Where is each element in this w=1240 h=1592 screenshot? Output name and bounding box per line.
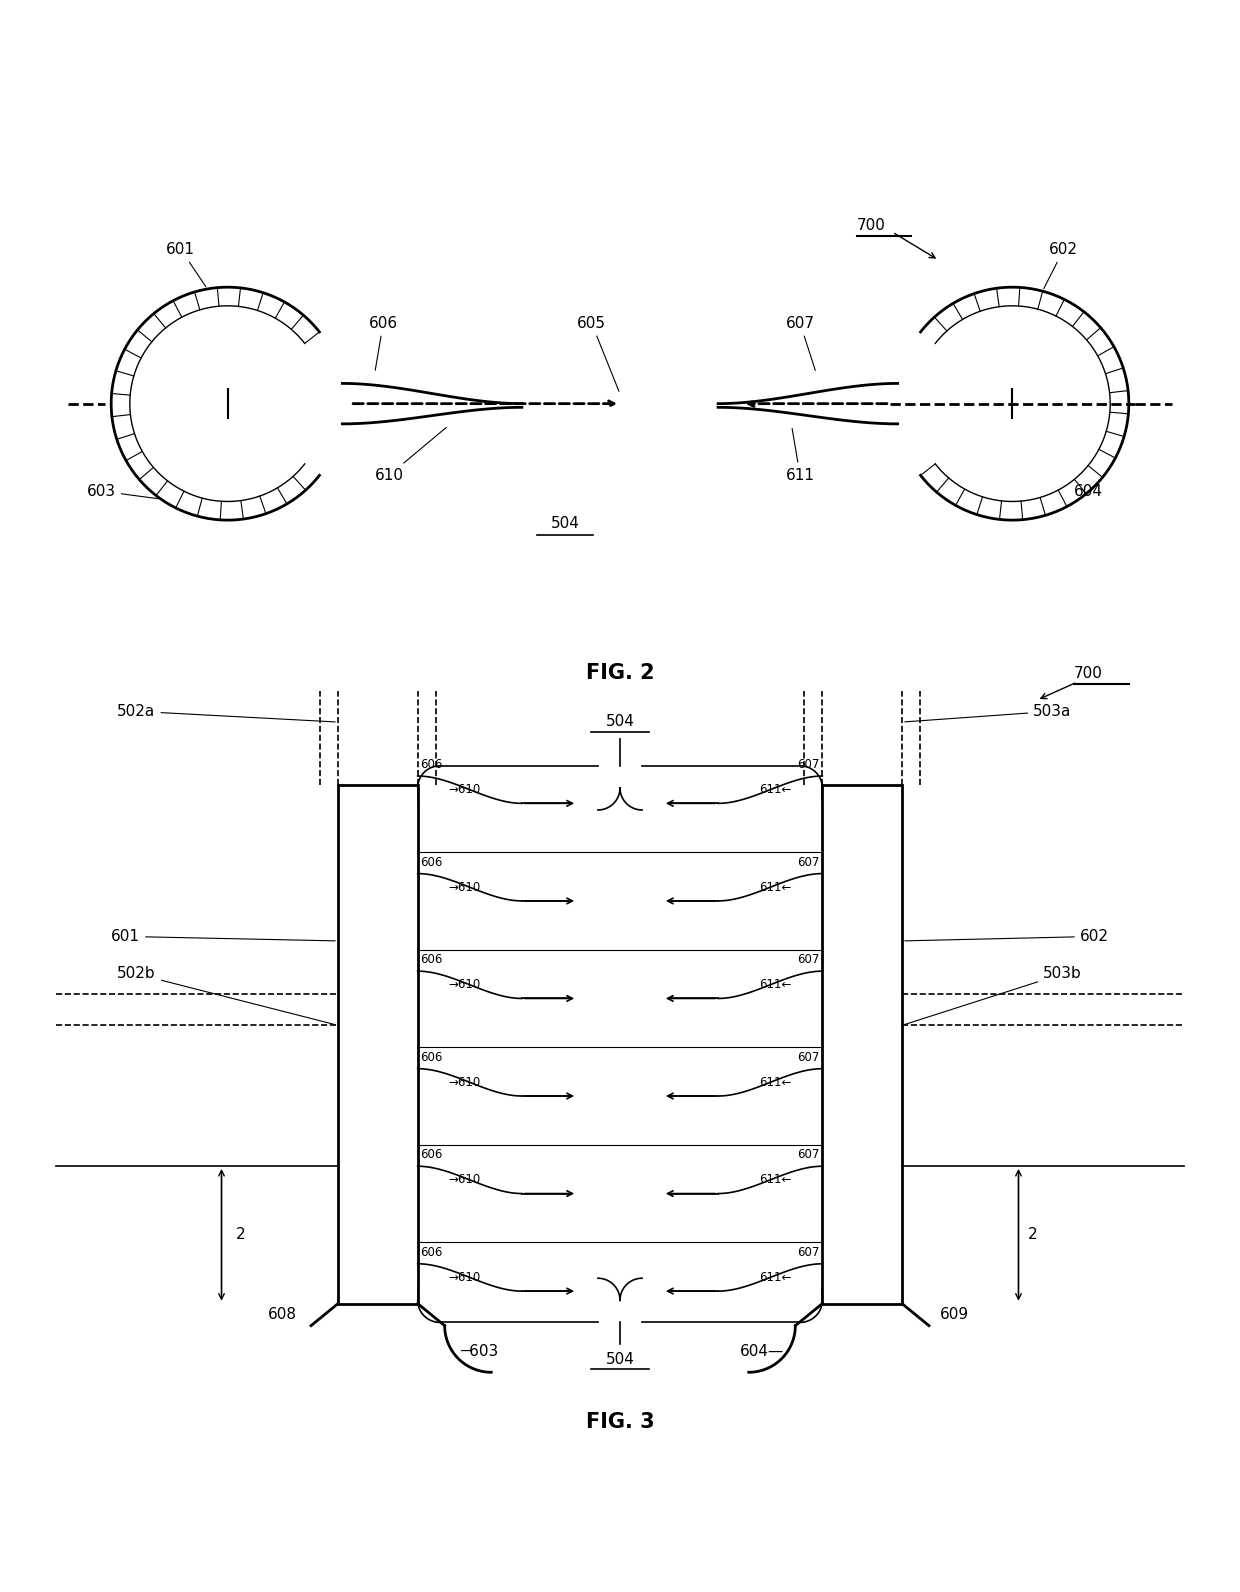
Text: 606: 606 <box>368 315 398 371</box>
Text: →610: →610 <box>449 1270 481 1283</box>
Text: 611←: 611← <box>759 977 791 992</box>
Text: 607: 607 <box>797 1247 820 1259</box>
Text: →610: →610 <box>449 880 481 893</box>
Text: 606: 606 <box>420 1247 443 1259</box>
Text: →610: →610 <box>449 1076 481 1089</box>
Text: 504: 504 <box>605 715 635 729</box>
Text: 611: 611 <box>785 428 815 482</box>
Text: 607: 607 <box>797 1051 820 1063</box>
Text: 611←: 611← <box>759 1076 791 1089</box>
Text: 700: 700 <box>857 218 885 232</box>
Text: →610: →610 <box>449 977 481 992</box>
Text: 2: 2 <box>237 1227 246 1242</box>
Text: 606: 606 <box>420 954 443 966</box>
Text: 611←: 611← <box>759 880 791 893</box>
Text: ─603: ─603 <box>460 1344 498 1358</box>
Text: 502b: 502b <box>118 966 335 1025</box>
Polygon shape <box>822 785 901 1304</box>
Text: 2: 2 <box>1028 1227 1038 1242</box>
Text: 606: 606 <box>420 1051 443 1063</box>
Text: 602: 602 <box>905 928 1109 944</box>
Text: 611←: 611← <box>759 1173 791 1186</box>
Text: 608: 608 <box>268 1307 298 1323</box>
Text: 504: 504 <box>605 1352 635 1366</box>
Text: 607: 607 <box>797 855 820 869</box>
Text: 607: 607 <box>785 315 816 371</box>
Text: 603: 603 <box>87 484 157 498</box>
Polygon shape <box>339 785 418 1304</box>
Text: →610: →610 <box>449 783 481 796</box>
Text: 601: 601 <box>112 928 335 944</box>
Text: 607: 607 <box>797 954 820 966</box>
Text: FIG. 3: FIG. 3 <box>585 1412 655 1433</box>
Text: 605: 605 <box>577 315 619 392</box>
Text: 606: 606 <box>420 855 443 869</box>
Text: 611←: 611← <box>759 783 791 796</box>
Text: 700: 700 <box>1074 667 1102 681</box>
Text: 502a: 502a <box>118 704 335 721</box>
Text: 604—: 604— <box>740 1344 785 1358</box>
Text: 607: 607 <box>797 1148 820 1161</box>
Text: 602: 602 <box>1044 242 1078 288</box>
Text: 601: 601 <box>166 242 206 287</box>
Text: 503a: 503a <box>905 704 1071 721</box>
Text: 607: 607 <box>797 758 820 771</box>
Text: 610: 610 <box>374 428 446 482</box>
Text: →610: →610 <box>449 1173 481 1186</box>
Text: 503b: 503b <box>905 966 1081 1025</box>
Text: 611←: 611← <box>759 1270 791 1283</box>
Text: FIG. 2: FIG. 2 <box>585 664 655 683</box>
Text: 606: 606 <box>420 1148 443 1161</box>
Text: 609: 609 <box>940 1307 970 1323</box>
Text: 504: 504 <box>551 516 579 532</box>
Text: 606: 606 <box>420 758 443 771</box>
Text: 604: 604 <box>1074 484 1102 498</box>
